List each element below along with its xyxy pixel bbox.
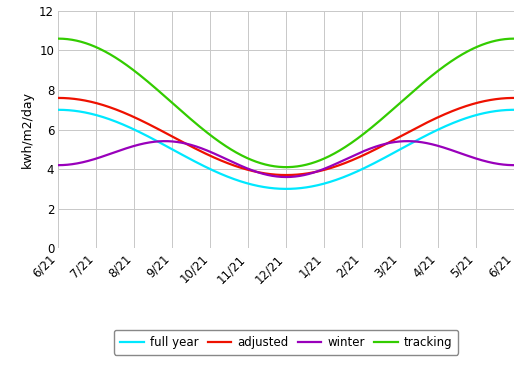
- tracking: [324, 155, 331, 159]
- Line: winter: winter: [58, 141, 514, 177]
- full year: [136, 130, 142, 134]
- tracking: [360, 132, 367, 136]
- tracking: [399, 99, 405, 103]
- tracking: [261, 162, 268, 166]
- tracking: [282, 165, 289, 169]
- full year: [324, 180, 331, 185]
- winter: [173, 140, 180, 144]
- full year: [511, 108, 517, 112]
- Line: adjusted: adjusted: [58, 98, 514, 175]
- full year: [261, 185, 268, 189]
- tracking: [55, 36, 61, 41]
- full year: [172, 149, 179, 153]
- Legend: full year, adjusted, winter, tracking: full year, adjusted, winter, tracking: [114, 330, 458, 355]
- full year: [360, 166, 367, 171]
- Line: tracking: tracking: [58, 39, 514, 167]
- adjusted: [136, 117, 142, 122]
- adjusted: [261, 171, 268, 176]
- winter: [136, 142, 142, 147]
- full year: [399, 146, 405, 150]
- winter: [282, 175, 289, 179]
- full year: [55, 108, 61, 112]
- Y-axis label: kwh/m2/day: kwh/m2/day: [21, 91, 33, 168]
- winter: [325, 165, 332, 169]
- adjusted: [55, 96, 61, 100]
- tracking: [511, 36, 517, 41]
- full year: [282, 187, 289, 191]
- adjusted: [399, 133, 405, 138]
- adjusted: [324, 167, 331, 171]
- winter: [162, 139, 168, 143]
- winter: [361, 149, 367, 153]
- adjusted: [360, 153, 367, 157]
- winter: [511, 163, 517, 167]
- winter: [400, 139, 406, 143]
- Line: full year: full year: [58, 110, 514, 189]
- adjusted: [511, 96, 517, 100]
- adjusted: [172, 136, 179, 141]
- tracking: [172, 104, 179, 108]
- winter: [55, 163, 61, 167]
- adjusted: [282, 173, 289, 177]
- tracking: [136, 72, 142, 77]
- winter: [262, 172, 269, 177]
